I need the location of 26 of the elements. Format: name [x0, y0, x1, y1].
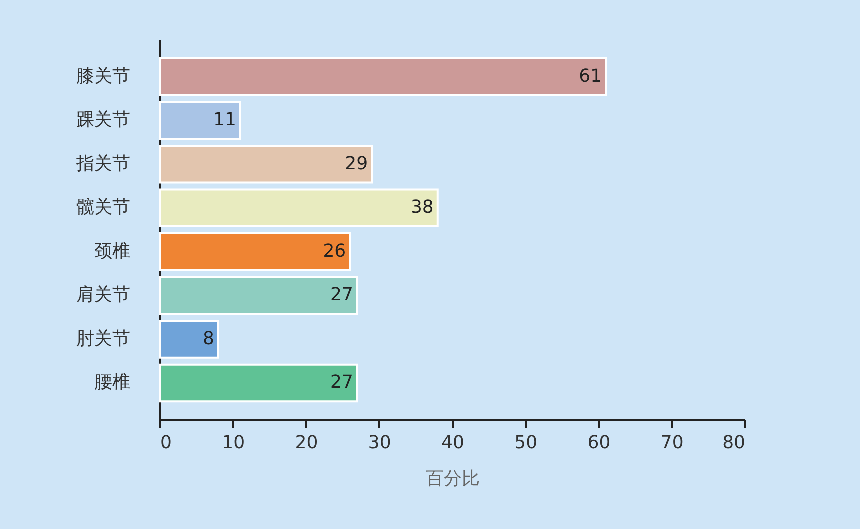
data-label: 27 [330, 284, 354, 306]
data-label: 27 [330, 372, 354, 394]
x-tick-label: 0 [160, 432, 172, 454]
x-tick-label: 40 [442, 432, 464, 454]
x-tick-label: 20 [295, 432, 318, 454]
data-label: 61 [579, 66, 602, 87]
data-label: 26 [323, 240, 346, 262]
x-tick-label: 10 [222, 432, 246, 454]
y-tick-label: 膝关节 [76, 66, 130, 87]
x-tick-label: 60 [588, 432, 611, 454]
x-tick-label: 30 [368, 432, 392, 454]
y-tick-label: 踝关节 [76, 110, 130, 131]
x-axis-title: 百分比 [426, 468, 480, 490]
y-tick-label: 腰椎 [94, 372, 130, 394]
x-tick-label: 70 [660, 432, 684, 454]
data-label: 29 [345, 153, 368, 174]
y-tick-label: 肩关节 [76, 284, 130, 306]
x-tick-label: 80 [722, 432, 746, 454]
y-tick-label: 髋关节 [76, 197, 130, 218]
y-tick-label: 指关节 [76, 153, 130, 174]
data-label: 11 [214, 110, 236, 131]
y-tick-label: 颈椎 [94, 240, 130, 262]
data-label: 8 [203, 328, 214, 350]
y-tick-label: 肘关节 [76, 328, 130, 350]
x-tick-label: 50 [514, 432, 538, 454]
data-label: 38 [410, 197, 434, 218]
